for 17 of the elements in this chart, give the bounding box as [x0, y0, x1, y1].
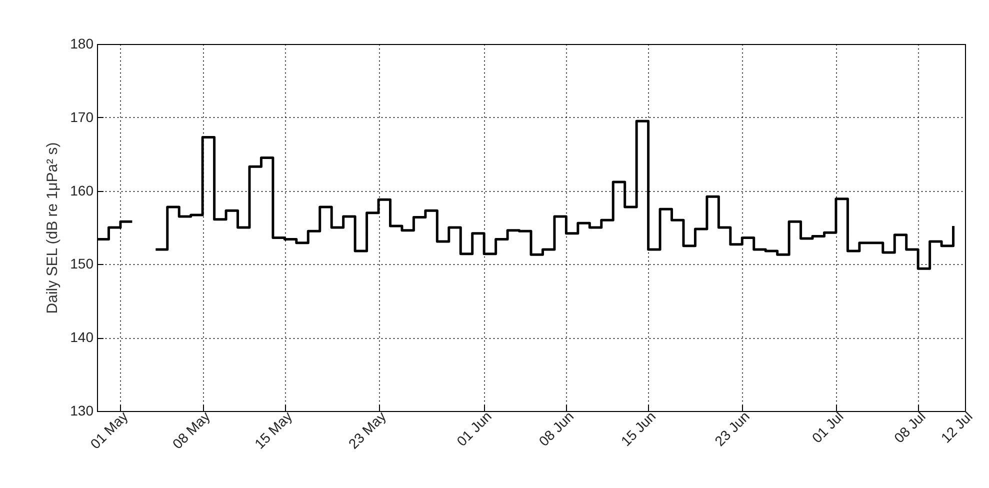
x-tick-label: 23 Jun — [711, 408, 753, 450]
x-tick-label: 23 May — [345, 408, 389, 452]
x-tick-label: 01 Jun — [453, 408, 494, 450]
x-tick-label: 08 Jun — [536, 408, 577, 450]
x-tick-label: 12 Jul — [938, 408, 976, 446]
x-tick-label: 01 Jul — [808, 408, 846, 446]
y-axis-title: Daily SEL (dB re 1μPa² s) — [44, 142, 62, 314]
y-tick-label: 140 — [70, 329, 94, 346]
y-tick-label: 150 — [70, 256, 94, 272]
x-tick-label: 15 May — [251, 408, 296, 452]
y-tick-label: 130 — [70, 402, 94, 418]
y-tick-label: 170 — [70, 108, 94, 125]
x-tick-label: 08 Jul — [890, 408, 928, 446]
x-tick-label: 15 Jun — [618, 408, 659, 450]
y-tick-label: 160 — [70, 182, 94, 198]
y-tick-label: 180 — [70, 36, 94, 52]
x-tick-label: 08 May — [169, 408, 213, 452]
